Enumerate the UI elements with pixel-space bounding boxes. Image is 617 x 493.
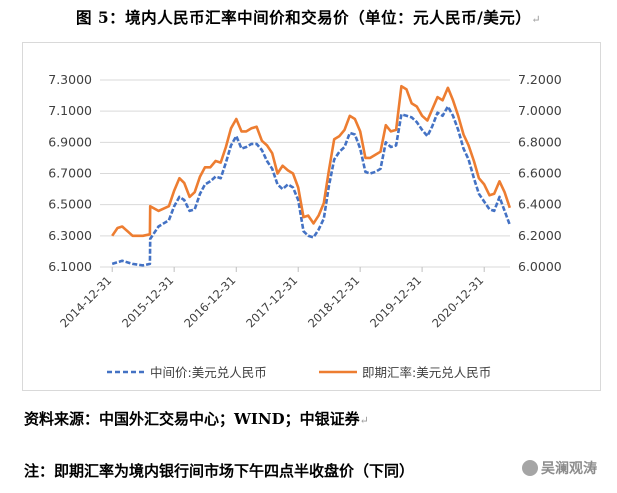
series-lines: [111, 84, 512, 267]
watermark: 吴澜观涛: [522, 458, 597, 478]
left-tick-label: 6.5000: [48, 197, 92, 212]
left-tick-label: 6.7000: [48, 166, 92, 181]
left-tick-label: 6.9000: [48, 134, 92, 149]
chart-frame: [22, 42, 601, 391]
footnote: 注：即期汇率为境内银行间市场下午四点半收盘价（下同）: [24, 460, 414, 481]
legend: 中间价:美元兑人民币 即期汇率:美元兑人民币: [107, 365, 491, 380]
figure-title: 图 5：境内人民币汇率中间价和交易价（单位：元人民币/美元）↵: [0, 6, 617, 28]
right-tick-label: 6.8000: [518, 134, 562, 149]
source-text: 资料来源：中国外汇交易中心；WIND；中银证券: [24, 410, 360, 428]
right-tick-label: 6.0000: [518, 259, 562, 274]
right-tick-label: 7.0000: [518, 103, 562, 118]
series-line-mid-rate: [111, 105, 512, 267]
exchange-rate-chart: 6.1000 6.3000 6.5000 6.7000 6.9000 7.1000 7.30…: [22, 42, 601, 391]
right-tick-label: 7.2000: [518, 72, 562, 87]
figure-title-text: 图 5：境内人民币汇率中间价和交易价（单位：元人民币/美元）: [75, 8, 532, 27]
right-axis: 6.0000 6.2000 6.4000 6.6000 6.8000 7.0000 7.20…: [518, 72, 562, 274]
legend-label-spot-rate: 即期汇率:美元兑人民币: [362, 365, 491, 380]
series-line-spot-rate: [111, 84, 512, 238]
right-tick-label: 6.2000: [518, 228, 562, 243]
footnote-text: 注：即期汇率为境内银行间市场下午四点半收盘价（下同）: [24, 462, 415, 480]
right-tick-label: 6.6000: [518, 166, 562, 181]
watermark-logo-icon: [522, 460, 538, 476]
left-tick-label: 7.3000: [48, 72, 92, 87]
source-note: 资料来源：中国外汇交易中心；WIND；中银证券↵: [24, 408, 369, 429]
watermark-text: 吴澜观涛: [541, 461, 597, 477]
left-axis: 6.1000 6.3000 6.5000 6.7000 6.9000 7.1000 7.30…: [48, 72, 92, 274]
paragraph-mark-icon: ↵: [531, 13, 542, 26]
right-tick-label: 6.4000: [518, 197, 562, 212]
paragraph-mark-icon: ↵: [359, 414, 369, 427]
left-tick-label: 7.1000: [48, 103, 92, 118]
left-tick-label: 6.1000: [48, 259, 92, 274]
legend-label-mid-rate: 中间价:美元兑人民币: [150, 365, 267, 380]
left-tick-label: 6.3000: [48, 228, 92, 243]
